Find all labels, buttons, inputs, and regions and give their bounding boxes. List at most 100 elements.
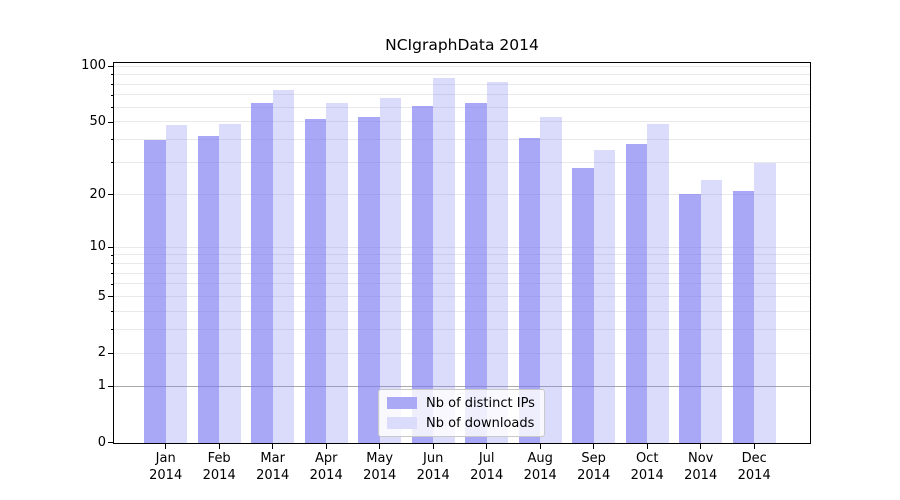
- bar-sep-distinct-ips: [572, 167, 594, 443]
- bar-apr-distinct-ips: [304, 118, 326, 443]
- y-minor-tick-9: [110, 254, 114, 256]
- y-minor-tick-70: [110, 94, 114, 96]
- y-tick-10: [108, 246, 113, 248]
- x-tick-label-nov: Nov 2014: [684, 451, 718, 483]
- x-tick-may: [379, 444, 381, 449]
- gridline-80: [114, 83, 810, 85]
- legend-label-downloads: Nb of downloads: [426, 415, 535, 431]
- bar-may-downloads: [379, 98, 401, 443]
- y-tick-label-5: 5: [97, 288, 106, 304]
- bar-nov-distinct-ips: [679, 194, 701, 443]
- x-tick-label-dec: Dec 2014: [737, 451, 771, 483]
- bar-jul-distinct-ips: [465, 103, 487, 443]
- y-minor-tick-30: [110, 162, 114, 164]
- y-tick-5: [108, 296, 113, 298]
- x-tick-aug: [539, 444, 541, 449]
- plot-area: [113, 62, 811, 444]
- bar-may-distinct-ips: [358, 117, 380, 443]
- y-tick-100: [108, 65, 113, 67]
- gridline-3: [114, 329, 810, 330]
- bar-aug-distinct-ips: [518, 137, 540, 443]
- y-tick-20: [108, 193, 113, 196]
- y-minor-tick-8: [110, 263, 114, 265]
- y-tick-label-20: 20: [89, 186, 106, 202]
- x-tick-label-may: May 2014: [363, 451, 397, 483]
- gridline-6: [114, 283, 810, 285]
- bar-feb-downloads: [219, 123, 241, 443]
- x-tick-label-jul: Jul 2014: [470, 451, 504, 483]
- x-tick-nov: [700, 444, 702, 449]
- y-tick-1: [108, 385, 113, 387]
- y-tick-label-2: 2: [97, 345, 106, 361]
- bar-mar-distinct-ips: [251, 103, 273, 443]
- gridline-100: [114, 65, 810, 67]
- y-tick-label-1: 1: [97, 378, 106, 394]
- bar-nov-downloads: [700, 180, 722, 443]
- chart-title: NCIgraphData 2014: [385, 36, 539, 54]
- bar-oct-distinct-ips: [625, 143, 647, 443]
- legend-item-downloads: Nb of downloads: [387, 417, 544, 430]
- x-tick-oct: [646, 444, 648, 449]
- legend-label-distinct-ips: Nb of distinct IPs: [426, 395, 535, 411]
- gridline-4: [114, 310, 810, 312]
- bar-jan-distinct-ips: [144, 139, 166, 443]
- y-tick-0: [108, 442, 113, 444]
- x-tick-label-oct: Oct 2014: [630, 451, 664, 483]
- x-tick-label-jan: Jan 2014: [149, 451, 183, 483]
- bar-jul-downloads: [486, 82, 508, 443]
- legend-swatch-distinct-ips: [387, 396, 417, 410]
- bar-apr-downloads: [326, 103, 348, 443]
- bar-sep-downloads: [593, 150, 615, 443]
- x-tick-label-feb: Feb 2014: [202, 451, 236, 483]
- y-minor-tick-7: [110, 272, 114, 274]
- gridline-5: [114, 296, 810, 297]
- gridline-30: [114, 162, 810, 163]
- legend: Nb of distinct IPs Nb of downloads: [378, 389, 545, 437]
- y-minor-tick-40: [110, 139, 114, 141]
- x-tick-label-aug: Aug 2014: [523, 451, 557, 483]
- y-tick-label-100: 100: [81, 58, 106, 74]
- gridline-1: [114, 385, 810, 387]
- bar-oct-downloads: [647, 123, 669, 443]
- x-tick-jun: [432, 444, 434, 449]
- x-tick-mar: [272, 444, 274, 449]
- y-tick-label-10: 10: [89, 239, 106, 255]
- x-tick-sep: [593, 444, 595, 449]
- x-tick-label-apr: Apr 2014: [309, 451, 343, 483]
- x-tick-label-jun: Jun 2014: [416, 451, 450, 483]
- legend-swatch-downloads: [387, 416, 417, 430]
- x-tick-label-mar: Mar 2014: [256, 451, 290, 483]
- legend-item-distinct-ips: Nb of distinct IPs: [387, 397, 544, 410]
- gridline-9: [114, 254, 810, 256]
- y-minor-tick-3: [110, 329, 114, 331]
- gridline-60: [114, 106, 810, 108]
- bar-dec-distinct-ips: [732, 190, 754, 443]
- x-tick-jan: [165, 444, 167, 449]
- x-tick-dec: [753, 444, 755, 449]
- bar-feb-distinct-ips: [197, 135, 219, 443]
- gridline-40: [114, 139, 810, 141]
- y-minor-tick-90: [110, 74, 114, 76]
- bar-jan-downloads: [165, 125, 187, 443]
- gridline-90: [114, 74, 810, 76]
- gridline-10: [114, 246, 810, 248]
- x-tick-feb: [218, 444, 220, 449]
- bar-aug-downloads: [540, 117, 562, 443]
- y-tick-label-0: 0: [97, 434, 106, 450]
- gridline-7: [114, 272, 810, 274]
- x-tick-label-sep: Sep 2014: [577, 451, 611, 483]
- bar-jun-distinct-ips: [411, 106, 433, 443]
- bar-dec-downloads: [754, 162, 776, 443]
- y-tick-50: [108, 121, 113, 123]
- y-minor-tick-80: [110, 83, 114, 85]
- gridline-2: [114, 352, 810, 354]
- y-minor-tick-60: [110, 107, 114, 108]
- bar-mar-downloads: [272, 90, 294, 443]
- y-minor-tick-6: [110, 283, 114, 285]
- gridline-70: [114, 94, 810, 96]
- x-tick-apr: [325, 444, 327, 449]
- gridline-8: [114, 262, 810, 264]
- y-tick-2: [108, 352, 113, 354]
- bar-jun-downloads: [433, 78, 455, 443]
- y-tick-label-50: 50: [89, 114, 106, 130]
